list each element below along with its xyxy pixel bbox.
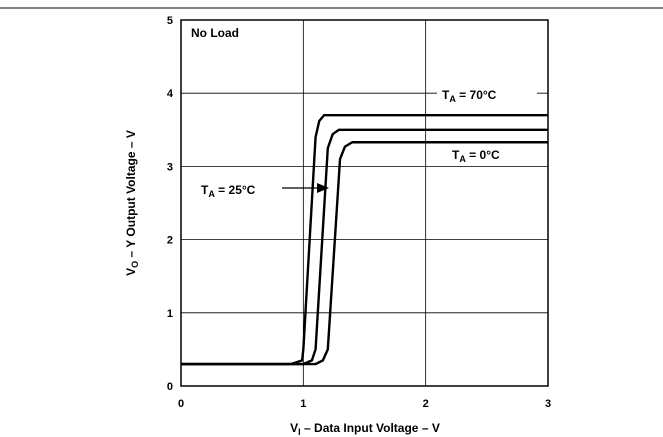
- label-bg-25: [196, 180, 276, 198]
- x-tick-labels: 0 1 2 3: [178, 398, 551, 410]
- x-axis-title: VI – Data Input Voltage – V: [290, 421, 440, 437]
- plot-frame: [180, 19, 549, 387]
- y-axis-title: VO – Y Output Voltage – V: [124, 130, 140, 276]
- y-tick-labels: 0 1 2 3 4 5: [167, 15, 174, 393]
- y-tick-label: 2: [167, 235, 173, 247]
- series-layer: [181, 113, 548, 366]
- ta70-label: TA = 70°C: [442, 88, 497, 104]
- series-line-1: [181, 128, 548, 366]
- series-line-2: [181, 141, 548, 366]
- y-tick-label: 4: [167, 88, 174, 100]
- x-tick-label: 3: [545, 398, 551, 410]
- ta25-label: TA = 25°C: [201, 183, 256, 199]
- x-tick-label: 1: [300, 398, 306, 410]
- y-tick-label: 1: [167, 308, 173, 320]
- label-bg-0: [445, 146, 537, 164]
- x-tick-label: 2: [423, 398, 429, 410]
- ta25-arrow-head: [317, 183, 329, 193]
- y-tick-label: 5: [167, 15, 173, 27]
- grid: [181, 20, 548, 386]
- ta0-label: TA = 0°C: [452, 148, 500, 164]
- y-tick-label: 3: [167, 161, 173, 173]
- x-tick-label: 0: [178, 398, 184, 410]
- y-tick-label: 0: [167, 381, 173, 393]
- label-bg-70: [437, 86, 537, 104]
- no-load-label: No Load: [191, 26, 239, 40]
